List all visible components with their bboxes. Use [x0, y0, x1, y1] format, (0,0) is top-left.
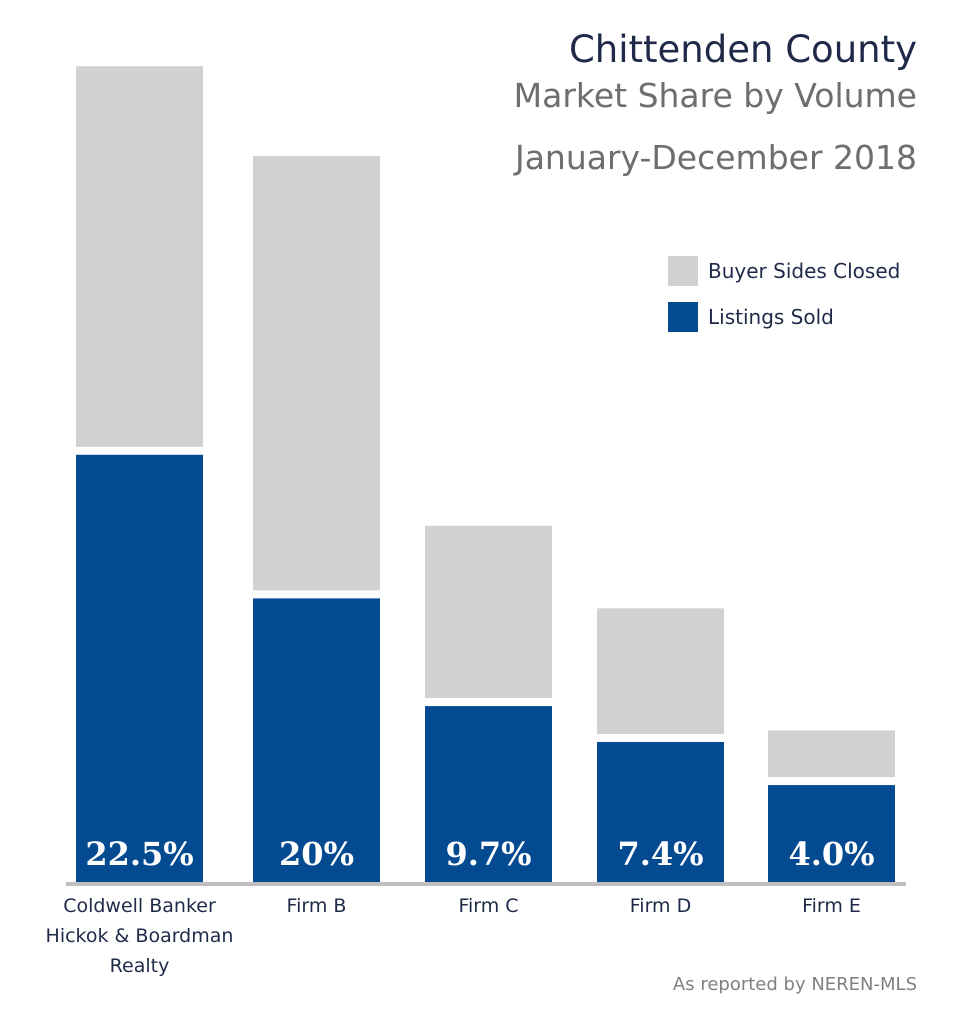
bar-value-label-4: 7.4%: [617, 835, 703, 873]
bar-listings-sold-5: [768, 785, 895, 882]
source-note: As reported by NEREN-MLS: [672, 974, 917, 995]
category-label-1: Coldwell Banker Hickok & Boardman Realty: [46, 895, 234, 977]
chart-title-block: Chittenden County Market Share by Volume…: [514, 28, 917, 178]
bar-buyer-sides-4: [597, 608, 724, 734]
category-label-3: Firm C: [458, 895, 518, 917]
bar-listings-sold-4: [597, 741, 724, 882]
legend-item-listings-sold: Listings Sold: [668, 302, 900, 332]
chart-legend: Buyer Sides Closed Listings Sold: [668, 256, 900, 348]
bar-buyer-sides-5: [768, 730, 895, 778]
bar-value-label-3: 9.7%: [445, 835, 531, 873]
category-label-5: Firm E: [802, 895, 861, 917]
chart-title: Chittenden County: [568, 28, 917, 71]
legend-label-listings-sold: Listings Sold: [708, 305, 834, 329]
category-label-4: Firm D: [630, 895, 691, 917]
bar-buyer-sides-1: [76, 66, 203, 447]
bar-value-label-2: 20%: [279, 835, 354, 873]
chart-period: January-December 2018: [514, 137, 917, 177]
legend-swatch-listings-sold: [668, 302, 698, 332]
bar-buyer-sides-2: [253, 156, 380, 591]
category-label-2: Firm B: [287, 895, 347, 917]
bar-listings-sold-2: [253, 598, 380, 882]
legend-swatch-buyer-sides: [668, 256, 698, 286]
bar-listings-sold-3: [425, 706, 552, 882]
legend-label-buyer-sides: Buyer Sides Closed: [708, 259, 901, 283]
bar-value-label-1: 22.5%: [85, 835, 193, 873]
bar-buyer-sides-3: [425, 525, 552, 699]
bar-listings-sold-1: [76, 454, 203, 882]
legend-item-buyer-sides: Buyer Sides Closed: [668, 256, 900, 286]
x-axis-baseline: [66, 882, 906, 886]
bar-value-label-5: 4.0%: [788, 835, 874, 873]
chart-subtitle: Market Share by Volume: [513, 76, 917, 116]
